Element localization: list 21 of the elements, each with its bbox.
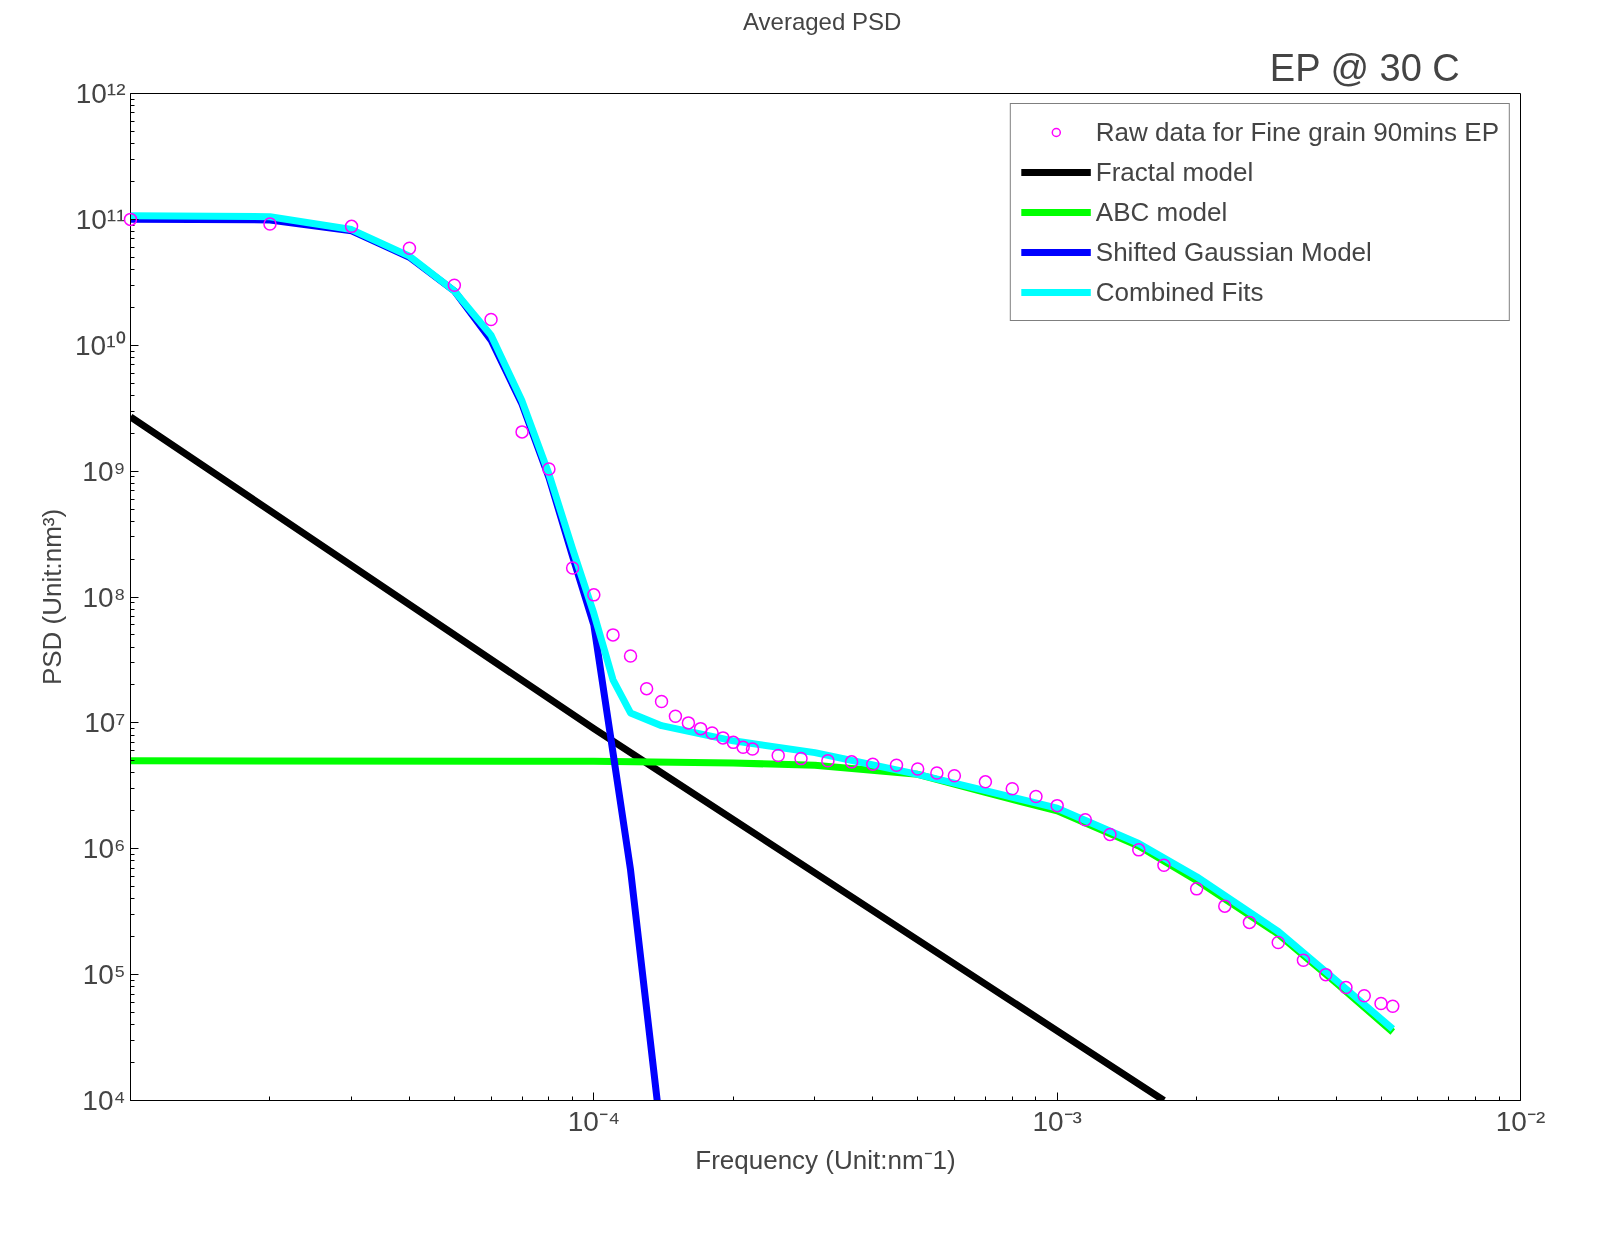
- y-tick-label: 10⁷: [84, 707, 126, 739]
- legend-label: ABC model: [1095, 195, 1228, 229]
- y-tick-label: 10¹²: [75, 78, 126, 109]
- y-tick-label: 10⁶: [82, 833, 126, 865]
- y-axis-title: PSD (Unit:nm³): [37, 508, 68, 686]
- y-tick-label: 10⁸: [82, 581, 126, 613]
- legend-label: Shifted Gaussian Model: [1095, 235, 1372, 269]
- legend-label: Fractal model: [1095, 155, 1254, 189]
- x-tick-label: 10⁻⁴: [567, 1105, 620, 1137]
- x-tick-label: 10⁻²: [1495, 1105, 1546, 1137]
- text: EP @ 30 C: [1269, 46, 1460, 89]
- chart-title: Averaged PSD: [743, 7, 902, 35]
- y-tick-label: 10¹⁰: [75, 329, 126, 361]
- y-tick-label: 10¹¹: [75, 203, 126, 235]
- legend-label: Combined Fits: [1095, 275, 1264, 309]
- y-tick-label: 10⁴: [82, 1085, 126, 1116]
- x-tick-label: 10⁻³: [1032, 1105, 1082, 1137]
- y-tick-label: 10⁹: [82, 455, 126, 487]
- y-tick-label: 10⁵: [82, 959, 126, 991]
- legend-label: Raw data for Fine grain 90mins EP: [1095, 115, 1499, 149]
- x-axis-title: Frequency (Unit:nm⁻1): [695, 1144, 956, 1175]
